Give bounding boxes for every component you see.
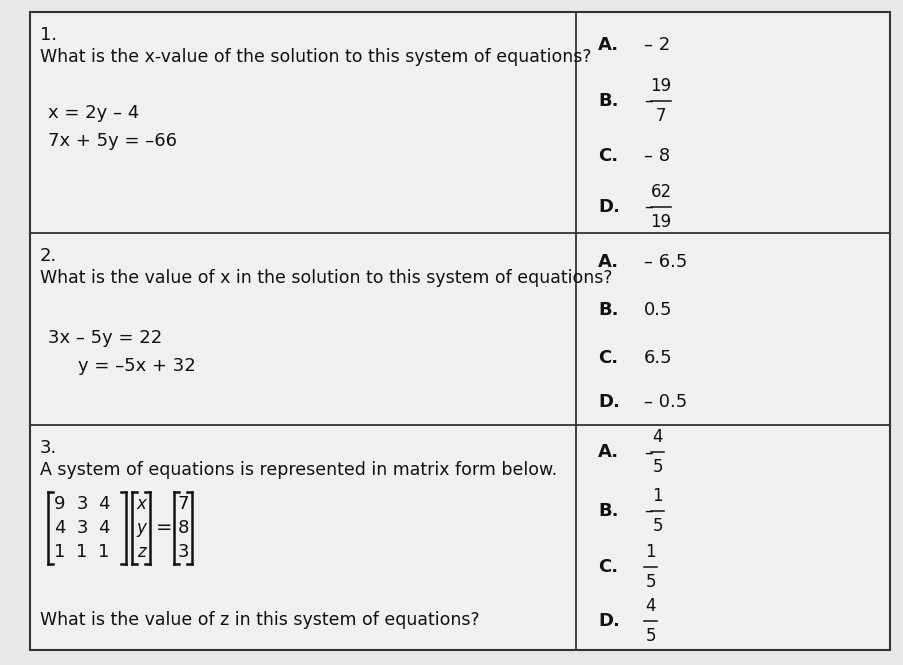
Text: What is the x-value of the solution to this system of equations?: What is the x-value of the solution to t… — [40, 48, 591, 66]
Text: What is the value of x in the solution to this system of equations?: What is the value of x in the solution t… — [40, 269, 612, 287]
Text: 19: 19 — [650, 76, 671, 94]
Text: –: – — [643, 502, 652, 520]
Text: 9: 9 — [54, 495, 66, 513]
Text: y: y — [136, 519, 145, 537]
Text: A system of equations is represented in matrix form below.: A system of equations is represented in … — [40, 462, 556, 479]
Text: z: z — [136, 543, 145, 561]
Text: 0.5: 0.5 — [643, 301, 672, 319]
Text: 7: 7 — [177, 495, 189, 513]
Text: C.: C. — [598, 558, 618, 576]
Text: 4: 4 — [645, 597, 656, 615]
Text: –: – — [643, 198, 652, 216]
Text: A.: A. — [598, 253, 619, 271]
Text: 3.: 3. — [40, 440, 57, 458]
Text: 5: 5 — [645, 627, 656, 645]
Text: 5: 5 — [652, 517, 662, 535]
Text: 7x + 5y = –66: 7x + 5y = –66 — [48, 132, 177, 150]
Text: 5: 5 — [645, 573, 656, 591]
Text: D.: D. — [598, 394, 619, 412]
Text: 4: 4 — [98, 519, 109, 537]
Text: 1: 1 — [645, 543, 656, 561]
Text: 62: 62 — [650, 183, 671, 201]
Text: 19: 19 — [650, 213, 671, 231]
Text: 2.: 2. — [40, 247, 57, 265]
Text: 1: 1 — [54, 543, 66, 561]
Text: 3: 3 — [177, 543, 189, 561]
Text: 4: 4 — [54, 519, 66, 537]
Text: C.: C. — [598, 349, 618, 367]
Text: A.: A. — [598, 444, 619, 462]
Text: What is the value of z in this system of equations?: What is the value of z in this system of… — [40, 611, 479, 629]
Text: x = 2y – 4: x = 2y – 4 — [48, 104, 139, 122]
Text: y = –5x + 32: y = –5x + 32 — [78, 357, 196, 375]
Text: C.: C. — [598, 147, 618, 165]
Text: – 6.5: – 6.5 — [643, 253, 686, 271]
Text: 1: 1 — [98, 543, 109, 561]
Text: 1.: 1. — [40, 26, 57, 44]
Text: 1: 1 — [76, 543, 88, 561]
Text: –: – — [643, 92, 652, 110]
Text: 8: 8 — [177, 519, 189, 537]
Text: A.: A. — [598, 36, 619, 55]
Text: 3: 3 — [76, 519, 88, 537]
Text: 3: 3 — [76, 495, 88, 513]
Text: –: – — [643, 444, 652, 462]
Text: B.: B. — [598, 502, 618, 520]
Text: =: = — [155, 518, 172, 537]
Text: 4: 4 — [652, 428, 662, 446]
Text: B.: B. — [598, 301, 618, 319]
Text: 1: 1 — [652, 487, 662, 505]
Text: 7: 7 — [656, 106, 666, 124]
Text: 6.5: 6.5 — [643, 349, 672, 367]
Text: 3x – 5y = 22: 3x – 5y = 22 — [48, 329, 162, 347]
Text: – 2: – 2 — [643, 36, 670, 55]
Text: B.: B. — [598, 92, 618, 110]
Text: 5: 5 — [652, 458, 662, 476]
Text: 4: 4 — [98, 495, 109, 513]
Text: D.: D. — [598, 612, 619, 630]
Text: – 8: – 8 — [643, 147, 669, 165]
Text: x: x — [136, 495, 145, 513]
Text: D.: D. — [598, 198, 619, 216]
Text: – 0.5: – 0.5 — [643, 394, 686, 412]
